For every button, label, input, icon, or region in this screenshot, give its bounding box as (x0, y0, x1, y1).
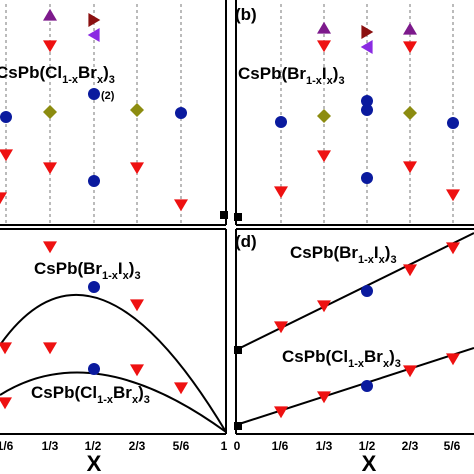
x-tick-label: 0 (234, 439, 241, 453)
axis-square-marker (234, 346, 242, 354)
x-tick-label: 5/6 (444, 439, 461, 453)
triangle-down-marker (0, 149, 13, 162)
triangle-down-marker (0, 342, 12, 355)
triangle-down-marker (0, 192, 7, 205)
circle-marker (88, 281, 100, 293)
triangle-up-marker (403, 22, 417, 35)
x-tick-label: 1/6 (0, 439, 14, 453)
triangle-down-marker (446, 242, 460, 255)
triangle-down-marker (130, 162, 144, 175)
x-tick-label: 1 (221, 439, 228, 453)
x-axis-label-c: X (87, 451, 102, 474)
triangle-down-marker (130, 364, 144, 377)
triangle-down-marker (274, 186, 288, 199)
fit-lines (0, 232, 474, 433)
circle-marker (88, 88, 100, 100)
triangle-down-marker (403, 264, 417, 277)
triangle-down-marker (317, 300, 331, 313)
triangle-down-marker (317, 40, 331, 53)
circle-marker (175, 107, 187, 119)
triangle-down-marker (317, 150, 331, 163)
circle-marker (447, 117, 459, 129)
formula-c-top: CsPb(Br1-xIx)3 (34, 259, 141, 282)
triangle-down-marker (43, 342, 57, 355)
diamond-marker (317, 109, 331, 123)
x-tick-label: 2/3 (129, 439, 146, 453)
x-tick-label: 1/2 (85, 439, 102, 453)
triangle-down-marker (403, 161, 417, 174)
x-tick-labels-c: 1/6 1/3 1/2 2/3 5/6 1 (0, 439, 228, 453)
x-tick-label: 1/3 (42, 439, 59, 453)
circle-marker (88, 175, 100, 187)
triangle-right-marker (88, 13, 101, 27)
formula-b: CsPb(Br1-xIx)3 (238, 64, 345, 87)
triangle-left-marker (87, 28, 100, 42)
axis-square-marker (234, 422, 242, 430)
triangle-down-marker (174, 382, 188, 395)
diamond-marker (403, 106, 417, 120)
triangle-down-marker (43, 162, 57, 175)
triangle-down-marker (446, 353, 460, 366)
triangle-right-marker (361, 25, 374, 39)
x-tick-label: 5/6 (173, 439, 190, 453)
data-markers (0, 8, 460, 419)
triangle-down-marker (317, 391, 331, 404)
formula-a: CsPb(Cl1-xBrx)3 (0, 63, 115, 86)
x-tick-label: 2/3 (402, 439, 419, 453)
triangle-down-marker (403, 365, 417, 378)
annotation-label: (2) (101, 90, 115, 102)
triangle-down-marker (0, 397, 12, 410)
linear-fit-lower (235, 347, 474, 426)
triangle-down-marker (274, 321, 288, 334)
dashed-grid-lines (5, 4, 454, 225)
circle-marker (361, 104, 373, 116)
triangle-down-marker (43, 40, 57, 53)
circle-marker (361, 285, 373, 297)
x-tick-labels-d: 0 1/6 1/3 1/2 2/3 5/6 (234, 439, 461, 453)
circle-marker (361, 380, 373, 392)
axis-square-marker (234, 213, 242, 221)
x-tick-label: 1/6 (272, 439, 289, 453)
formula-d-bottom: CsPb(Cl1-xBrx)3 (282, 347, 401, 370)
formula-c-bottom: CsPb(Cl1-xBrx)3 (31, 383, 150, 406)
parabolic-fit-upper (0, 293, 227, 433)
circle-marker (88, 363, 100, 375)
panel-label-b: (b) (235, 5, 257, 24)
triangle-down-marker (43, 241, 57, 254)
x-axis-label-d: X (362, 451, 377, 474)
diamond-marker (43, 105, 57, 119)
diamond-marker (130, 103, 144, 117)
x-tick-label: 1/2 (359, 439, 376, 453)
linear-fit-upper (235, 232, 474, 351)
x-tick-label: 1/3 (316, 439, 333, 453)
formula-d-top: CsPb(Br1-xIx)3 (290, 243, 397, 266)
triangle-down-marker (446, 189, 460, 202)
triangle-up-marker (317, 21, 331, 34)
panel-label-d: (d) (235, 232, 257, 251)
triangle-down-marker (130, 299, 144, 312)
triangle-up-marker (43, 8, 57, 21)
triangle-down-marker (174, 199, 188, 212)
axis-square-marker (220, 211, 228, 219)
circle-marker (275, 116, 287, 128)
triangle-down-marker (274, 406, 288, 419)
circle-marker (361, 172, 373, 184)
circle-marker (361, 95, 373, 107)
circle-marker (0, 111, 12, 123)
parabolic-fit-lower (0, 371, 227, 433)
triangle-down-marker (403, 41, 417, 54)
triangle-left-marker (360, 40, 373, 54)
